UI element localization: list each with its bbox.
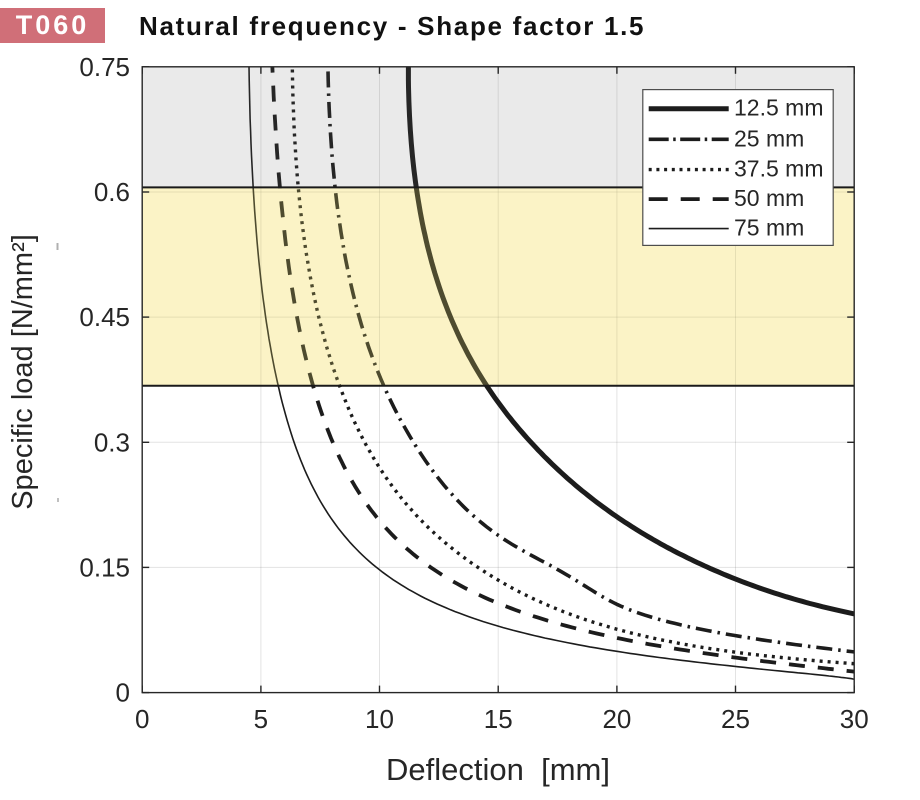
svg-text:20: 20	[602, 704, 631, 734]
svg-text:0.6: 0.6	[94, 177, 130, 207]
svg-text:0.75: 0.75	[79, 52, 130, 82]
svg-text:0: 0	[116, 678, 130, 708]
svg-text:25 mm: 25 mm	[734, 125, 804, 151]
svg-text:0.3: 0.3	[94, 427, 130, 457]
svg-text:25: 25	[721, 704, 750, 734]
svg-text:5: 5	[254, 704, 268, 734]
svg-text:0.45: 0.45	[79, 302, 130, 332]
svg-text:15: 15	[484, 704, 513, 734]
svg-text:12.5 mm: 12.5 mm	[734, 95, 823, 121]
svg-text:Deflection [mm]: Deflection [mm]	[386, 752, 610, 787]
svg-text:50 mm: 50 mm	[734, 185, 804, 211]
svg-text:30: 30	[840, 704, 869, 734]
svg-text:0.15: 0.15	[79, 552, 130, 582]
svg-text:Specific load [N/mm²]: Specific load [N/mm²]	[7, 234, 39, 510]
svg-text:0: 0	[135, 704, 149, 734]
svg-text:75 mm: 75 mm	[734, 215, 804, 241]
svg-text:10: 10	[365, 704, 394, 734]
svg-text:37.5 mm: 37.5 mm	[734, 156, 823, 182]
